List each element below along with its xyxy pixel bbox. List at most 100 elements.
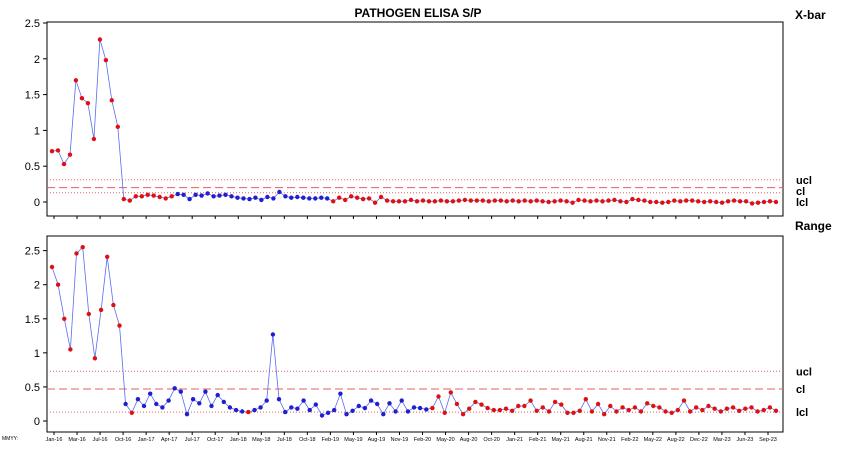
range-data-point [368,398,374,403]
x-tick-label: Oct-20 [483,437,500,443]
range-data-point [571,410,576,415]
range-data-point [473,399,478,405]
xbar-data-point [618,199,623,204]
range-data-point [663,409,668,414]
x-tick-label: Dec-22 [690,437,708,443]
range-data-point [325,410,331,415]
xbar-data-point [247,196,252,202]
xbar-lcl-label: lcl [796,197,808,209]
range-data-point [215,392,220,398]
xbar-data-point [378,194,384,200]
range-data-point [620,405,625,410]
range-data-point [68,347,73,352]
range-data-point [295,406,300,411]
range-ytick-label: 1 [34,348,40,360]
xbar-data-point [564,199,569,204]
range-data-point [117,323,122,328]
xbar-data-point [438,198,444,203]
range-data-point [503,406,509,411]
range-data-point [767,405,773,410]
xbar-ytick-label: 2.5 [25,18,40,30]
xbar-data-point [253,195,258,200]
xbar-data-point [558,198,563,203]
xbar-data-point [91,136,97,142]
x-tick-label: Jun-23 [737,437,754,443]
xbar-ytick-label: 1.5 [25,90,40,102]
xbar-data-point [510,198,515,203]
range-data-point [694,405,699,410]
range-data-point [614,409,619,414]
range-data-point [675,407,680,413]
range-data-point [135,397,141,402]
xbar-data-point [426,199,432,204]
range-data-point [712,406,717,411]
xbar-data-point [755,200,761,205]
xbar-data-point [211,194,216,199]
xbar-data-point [552,199,557,204]
x-tick-label: May-18 [252,437,270,443]
xbar-data-point [654,199,659,205]
xbar-data-point [259,197,264,203]
xbar-data-point [684,198,689,203]
range-plot-frame [46,235,784,433]
range-panel: 0 0.5 1 1.5 2 2.5 ucl cl lcl Jan-16 Mar-16 Jul-16 Oc… [25,235,812,443]
x-tick-label: Mar-16 [68,437,85,443]
range-data-point [626,407,631,413]
x-tick-label: Jul-16 [93,437,108,443]
range-data-point [276,397,282,402]
range-data-point [602,412,607,417]
xbar-data-point [528,199,533,204]
xbar-data-point [414,199,420,204]
range-data-point [645,401,650,406]
range-data-point [387,401,392,406]
range-data-point [221,399,226,405]
xbar-data-point [55,148,61,153]
range-data-point [595,401,601,407]
xbar-data-point [265,194,270,200]
xbar-data-point [696,199,701,204]
x-tick-label: Aug-22 [667,437,685,443]
xbar-data-point [157,194,162,200]
range-data-point [283,409,288,415]
range-data-point [240,409,245,414]
range-data-point [755,409,760,414]
xbar-cl-label: cl [796,186,805,198]
xbar-data-point [241,196,246,201]
range-data-point [448,390,453,395]
range-ytick-label: 2.5 [25,246,40,258]
xbar-data-point [151,193,156,198]
x-tick-label: Oct-17 [207,437,224,443]
range-data-point [583,397,588,402]
xbar-data-point [205,191,210,196]
range-data-point [172,386,177,391]
range-series-line [51,246,777,417]
xbar-chart-label: X-bar [795,8,826,22]
x-tick-label: Feb-21 [529,437,546,443]
range-data-point [332,407,337,413]
range-data-point [657,405,662,410]
xbar-data-point [97,37,103,42]
range-data-point [669,410,674,415]
xbar-data-point [372,200,378,205]
xbar-data-point [217,193,222,198]
xbar-data-point [199,193,204,198]
x-tick-label: Jul-18 [277,437,292,443]
xbar-data-point [719,200,725,205]
x-tick-label: Feb-19 [322,437,339,443]
range-data-point [105,254,110,259]
xbar-data-point [85,101,91,106]
xbar-data-point [127,198,132,203]
x-tick-label: Mar-23 [713,437,730,443]
xbar-data-point [612,197,617,203]
x-tick-label: Jul-17 [185,437,200,443]
xbar-data-point [420,198,426,203]
x-tick-label: Feb-20 [414,437,431,443]
xbar-data-point [325,196,330,201]
range-data-point [411,405,417,410]
range-data-point [436,394,441,399]
xbar-data-point [187,196,192,202]
range-lcl-label: lcl [796,407,808,419]
range-data-point [393,409,398,414]
xbar-data-point [139,194,144,199]
range-data-point [485,405,490,411]
